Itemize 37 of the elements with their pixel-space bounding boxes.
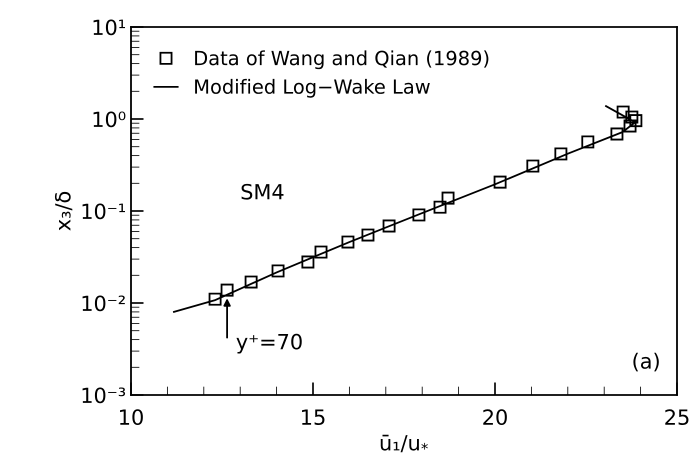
point [494,176,507,189]
y-axis-title: x₃/δ [54,192,72,231]
x-tick-label: 25 [665,409,688,426]
point [382,220,396,232]
y-tick-label: 10¹ [94,19,125,36]
point [272,264,285,278]
point [624,120,637,132]
annotation: (a) [633,352,659,372]
annotation: y⁺=70 [236,334,302,354]
point [616,106,630,119]
point [434,200,446,214]
point [341,236,354,248]
annotation: SM4 [242,184,284,200]
point [610,128,624,140]
point [362,228,374,242]
x-tick-label: 20 [483,409,507,426]
legend-label: Data of Wang and Qian (1989) [195,50,488,70]
point [244,276,258,288]
legend-label: Modified Log−Wake Law [195,78,430,98]
point [314,246,328,259]
y-tick-label: 10⁻³ [82,387,126,404]
x-tick-label: 10 [120,409,143,426]
point [220,284,234,297]
y-tick-label: 10⁰ [94,111,126,128]
point [208,292,222,306]
point [581,135,594,148]
point [629,114,642,128]
point [442,192,455,205]
y-tick-label: 10⁻² [82,295,125,312]
x-axis-title: ū₁/u$_{*}$ [380,434,428,452]
point [554,147,568,160]
point [301,256,314,268]
y-tick-label: 10⁻¹ [82,203,125,220]
x-tick-label: 15 [302,410,324,426]
point [625,110,638,124]
point [526,160,540,173]
point [412,208,426,222]
